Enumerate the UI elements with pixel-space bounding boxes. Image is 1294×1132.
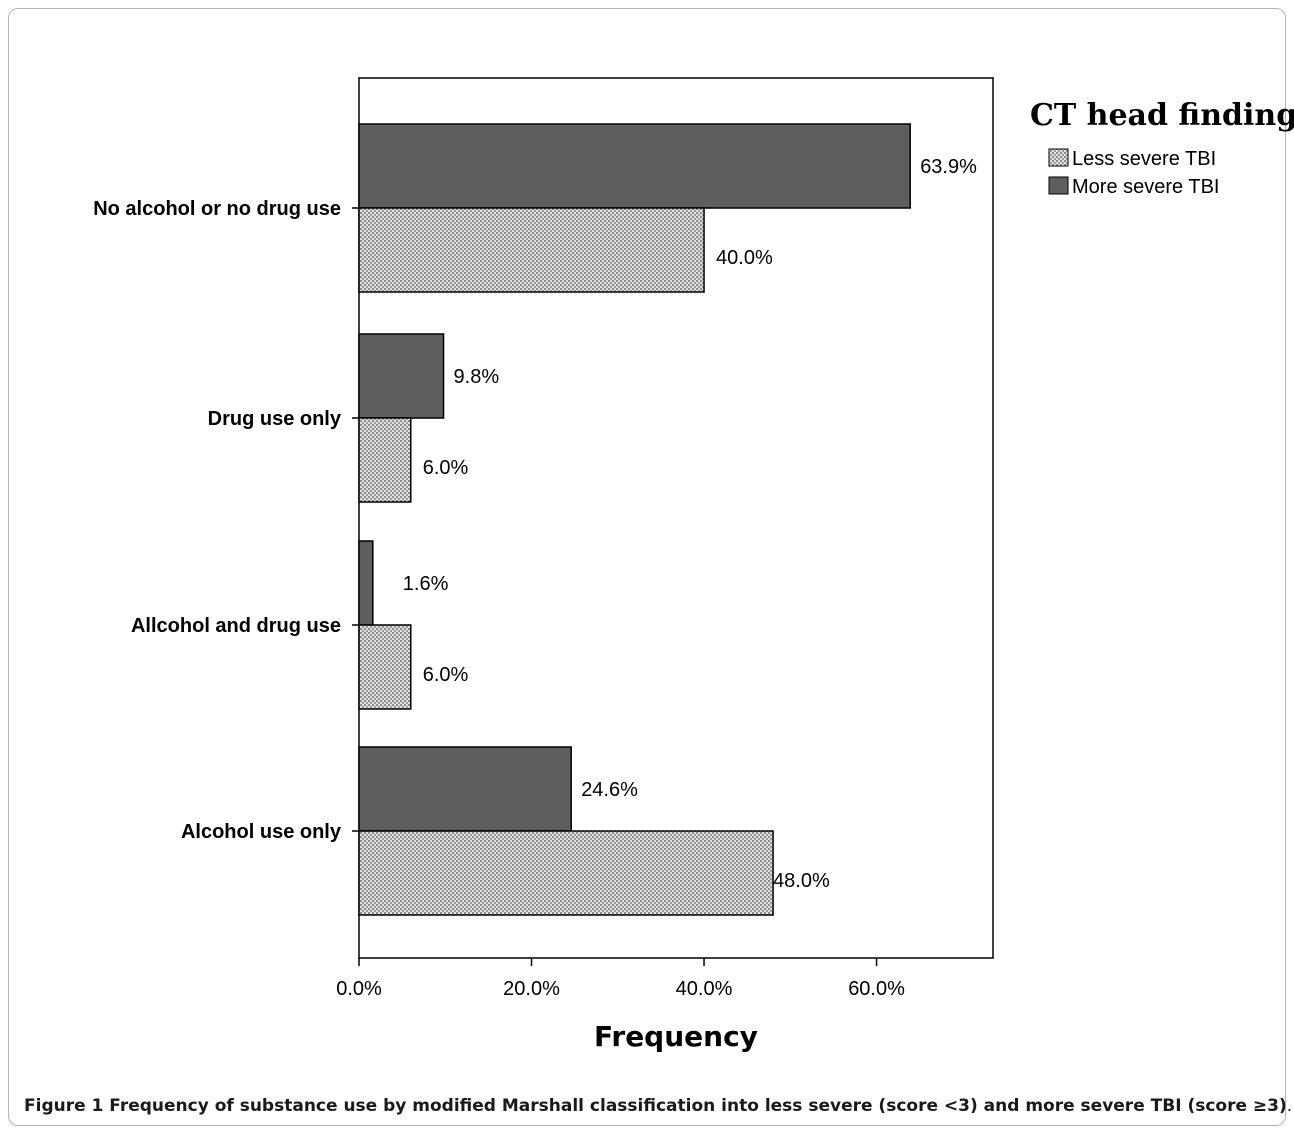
bar-less-severe: [358, 417, 412, 503]
y-tick-label: Drug use only: [208, 408, 342, 430]
legend-label-less-severe: Less severe TBI: [1072, 148, 1216, 170]
x-axis-title: Frequency: [594, 1020, 758, 1053]
bar-more-severe: [358, 333, 445, 419]
data-label-more-severe: 24.6%: [581, 779, 638, 801]
bar-more-severe: [358, 540, 374, 626]
legend-title: CT head findings: [1030, 98, 1294, 133]
bar-more-severe: [358, 123, 911, 209]
data-label-more-severe: 9.8%: [454, 366, 500, 388]
legend-swatch-less-severe: [1048, 148, 1069, 167]
data-label-less-severe: 48.0%: [773, 870, 830, 892]
bar-more-severe: [358, 746, 572, 832]
bar-less-severe: [358, 830, 774, 916]
data-label-less-severe: 40.0%: [716, 247, 773, 269]
data-label-more-severe: 63.9%: [920, 156, 977, 178]
figure-caption: Figure 1 Frequency of substance use by m…: [24, 1096, 1292, 1116]
y-tick-label: Alcohol use only: [181, 821, 342, 843]
x-tick-label: 0.0%: [336, 978, 382, 1000]
y-tick-label: No alcohol or no drug use: [93, 198, 341, 220]
x-tick-label: 60.0%: [848, 978, 905, 1000]
data-label-more-severe: 1.6%: [403, 573, 449, 595]
bar-less-severe: [358, 624, 412, 710]
caption-text: Frequency of substance use by modified M…: [103, 1096, 1287, 1116]
legend-swatch-more-severe: [1048, 176, 1069, 195]
bar-chart: 63.9% 40.0% 9.8% 6.0% 1.6% 6.0% 24.6% 48.0% No …: [93, 77, 1294, 1053]
legend-label-more-severe: More severe TBI: [1072, 176, 1219, 198]
data-label-less-severe: 6.0%: [423, 457, 469, 479]
bar-less-severe: [358, 207, 705, 293]
x-tick-label: 40.0%: [676, 978, 733, 1000]
x-tick-label: 20.0%: [503, 978, 560, 1000]
caption-label: Figure 1: [24, 1096, 104, 1116]
data-label-less-severe: 6.0%: [423, 664, 469, 686]
y-tick-label: Allcohol and drug use: [131, 615, 341, 637]
caption-end: .: [1286, 1096, 1293, 1116]
